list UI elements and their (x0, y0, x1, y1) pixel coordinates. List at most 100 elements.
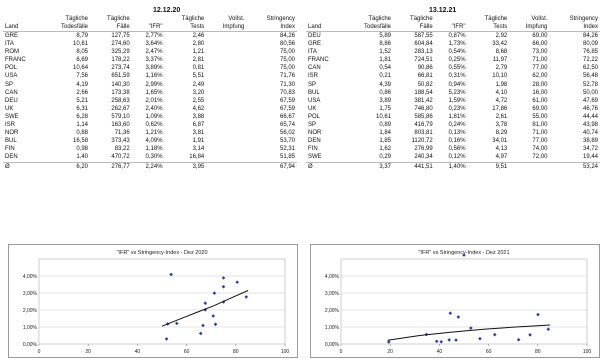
table-cell: 3,37% (145, 57, 163, 64)
table-cell: 1,09% (145, 113, 163, 120)
data-point (454, 338, 458, 342)
x-tick-label: 100 (583, 349, 592, 355)
table-row: UK 1,75 746,80 0,23% 17,86 69,00 46,76 (306, 105, 600, 113)
x-tick-label: 80 (233, 349, 239, 355)
table-cell: 0,30% (145, 154, 163, 161)
table-cell: 33,42 (492, 41, 508, 48)
table-cell: 585,86 (414, 113, 433, 120)
table-cell: 66,00 (532, 41, 548, 48)
table-cell: DEN (308, 138, 321, 145)
table-row: ISR 1,14 163,60 0,62% 6,87 65,74 (3, 121, 297, 129)
y-tick-label: 4,00% (325, 274, 340, 280)
average-row: Ø 6,20 276,77 2,24% 3,95 67,94 (3, 162, 297, 171)
table-cell: 10,10 (492, 73, 508, 80)
y-tick-label: 2,00% (23, 308, 38, 314)
table-cell: 66,67 (279, 113, 295, 120)
column-header (435, 16, 468, 24)
data-point (536, 312, 540, 317)
table-cell: 2,99% (145, 81, 163, 88)
table-cell: 6,20 (76, 163, 89, 170)
column-header: Fälle (393, 23, 435, 32)
table-cell: 16,58 (73, 138, 89, 145)
table-cell: 5,51 (192, 73, 205, 80)
table-cell: 55,00 (532, 113, 548, 120)
table-cell: 72,22 (582, 57, 598, 64)
table-cell: 67,59 (279, 97, 295, 104)
table-cell: 1,84 (379, 130, 392, 137)
table-row: SP 0,89 416,79 0,24% 3,78 81,00 43,98 (306, 121, 600, 129)
table-cell: 1120,72 (411, 138, 433, 145)
table-cell: 84,26 (582, 33, 598, 39)
plot-area (38, 258, 286, 345)
table-cell: 40,74 (582, 130, 598, 137)
table-cell: 56,02 (279, 130, 295, 137)
table-cell: 38,89 (582, 138, 598, 145)
table-cell: 1,14 (76, 122, 89, 129)
table-cell: 0,87% (448, 33, 466, 39)
table-cell: 76,85 (582, 49, 598, 56)
table-cell (206, 105, 246, 113)
table-cell: 325,29 (111, 49, 130, 56)
table-cell: 1,81% (448, 113, 466, 120)
table-cell (206, 81, 246, 89)
table-cell: 4,19 (76, 81, 89, 88)
table-cell: 1,21 (192, 49, 205, 56)
table-cell: 67,94 (279, 163, 295, 170)
chart-2020: "IFR" vs Stringency-Index - Dez 2020 0,00… (8, 244, 298, 358)
y-tick-label: 2,00% (325, 308, 340, 314)
table-cell: 16,84 (189, 154, 205, 161)
table-cell: 0,54% (448, 49, 466, 56)
table-cell: 7,56 (76, 73, 89, 80)
table-cell: 81,00 (532, 122, 548, 129)
table-cell: 1,85 (379, 138, 392, 145)
table-cell: 80,56 (279, 41, 295, 48)
table-cell: 0,88 (76, 130, 89, 137)
table-cell: 0,16% (448, 138, 466, 145)
column-header: Tägliche (65, 16, 89, 22)
table-cell: 90,86 (417, 65, 433, 72)
table-cell: 46,76 (582, 105, 598, 112)
table-cell: 163,60 (111, 122, 130, 129)
table-cell: POL (308, 113, 321, 120)
column-header (132, 16, 165, 24)
data-point (546, 327, 551, 332)
table-cell: 1,91 (192, 138, 205, 145)
table-cell: 1,65% (145, 89, 163, 96)
table-cell: 10,61 (73, 41, 89, 48)
table-cell: 240,34 (414, 154, 433, 161)
table-cell: 1,59% (448, 97, 466, 104)
y-tick-label: 0,00% (325, 342, 340, 348)
table-cell: GRE (308, 41, 322, 48)
table-row: GRE 8,86 604,84 1,73% 33,42 66,00 80,09 (306, 40, 600, 48)
chart-2021: "IFR" vs Stringency-Index - Dez 2021 0,00… (310, 244, 600, 358)
column-header: Tests (164, 23, 207, 32)
data-point (492, 332, 497, 337)
table-cell: 28,00 (532, 81, 548, 88)
table-cell: 2,61 (495, 113, 508, 120)
table-row: FRANC 1,81 724,51 0,25% 11,97 71,00 72,22 (306, 56, 600, 64)
table-cell: 3,81 (192, 130, 205, 137)
chart-title: "IFR" vs Stringency-Index - Dez 2020 (116, 250, 207, 256)
table-cell: SWE (308, 154, 322, 161)
table-cell: 71,76 (279, 73, 295, 80)
table-cell (206, 72, 246, 80)
table-cell: 43,98 (582, 122, 598, 129)
table-cell (206, 40, 246, 48)
table-cell: 651,59 (111, 73, 130, 80)
table-cell: 34,72 (582, 146, 598, 153)
data-point (434, 339, 439, 344)
table-cell: 61,00 (532, 97, 548, 104)
table-cell: 273,74 (111, 65, 130, 72)
table-cell: 69,00 (532, 105, 548, 112)
table-cell: FRANC (5, 57, 26, 64)
table-cell: 4,72 (495, 97, 508, 104)
table-cell: 2,55 (192, 97, 205, 104)
table-cell: 2,01% (145, 97, 163, 104)
table-cell: FIN (308, 146, 318, 153)
table-cell: 470,72 (111, 154, 130, 161)
table-cell: 587,55 (414, 33, 433, 39)
table-cell: Ø (308, 163, 313, 170)
table-cell: 5,89 (379, 33, 392, 39)
table-cell: 2,46 (192, 33, 205, 39)
x-tick-label: 0 (340, 349, 343, 355)
